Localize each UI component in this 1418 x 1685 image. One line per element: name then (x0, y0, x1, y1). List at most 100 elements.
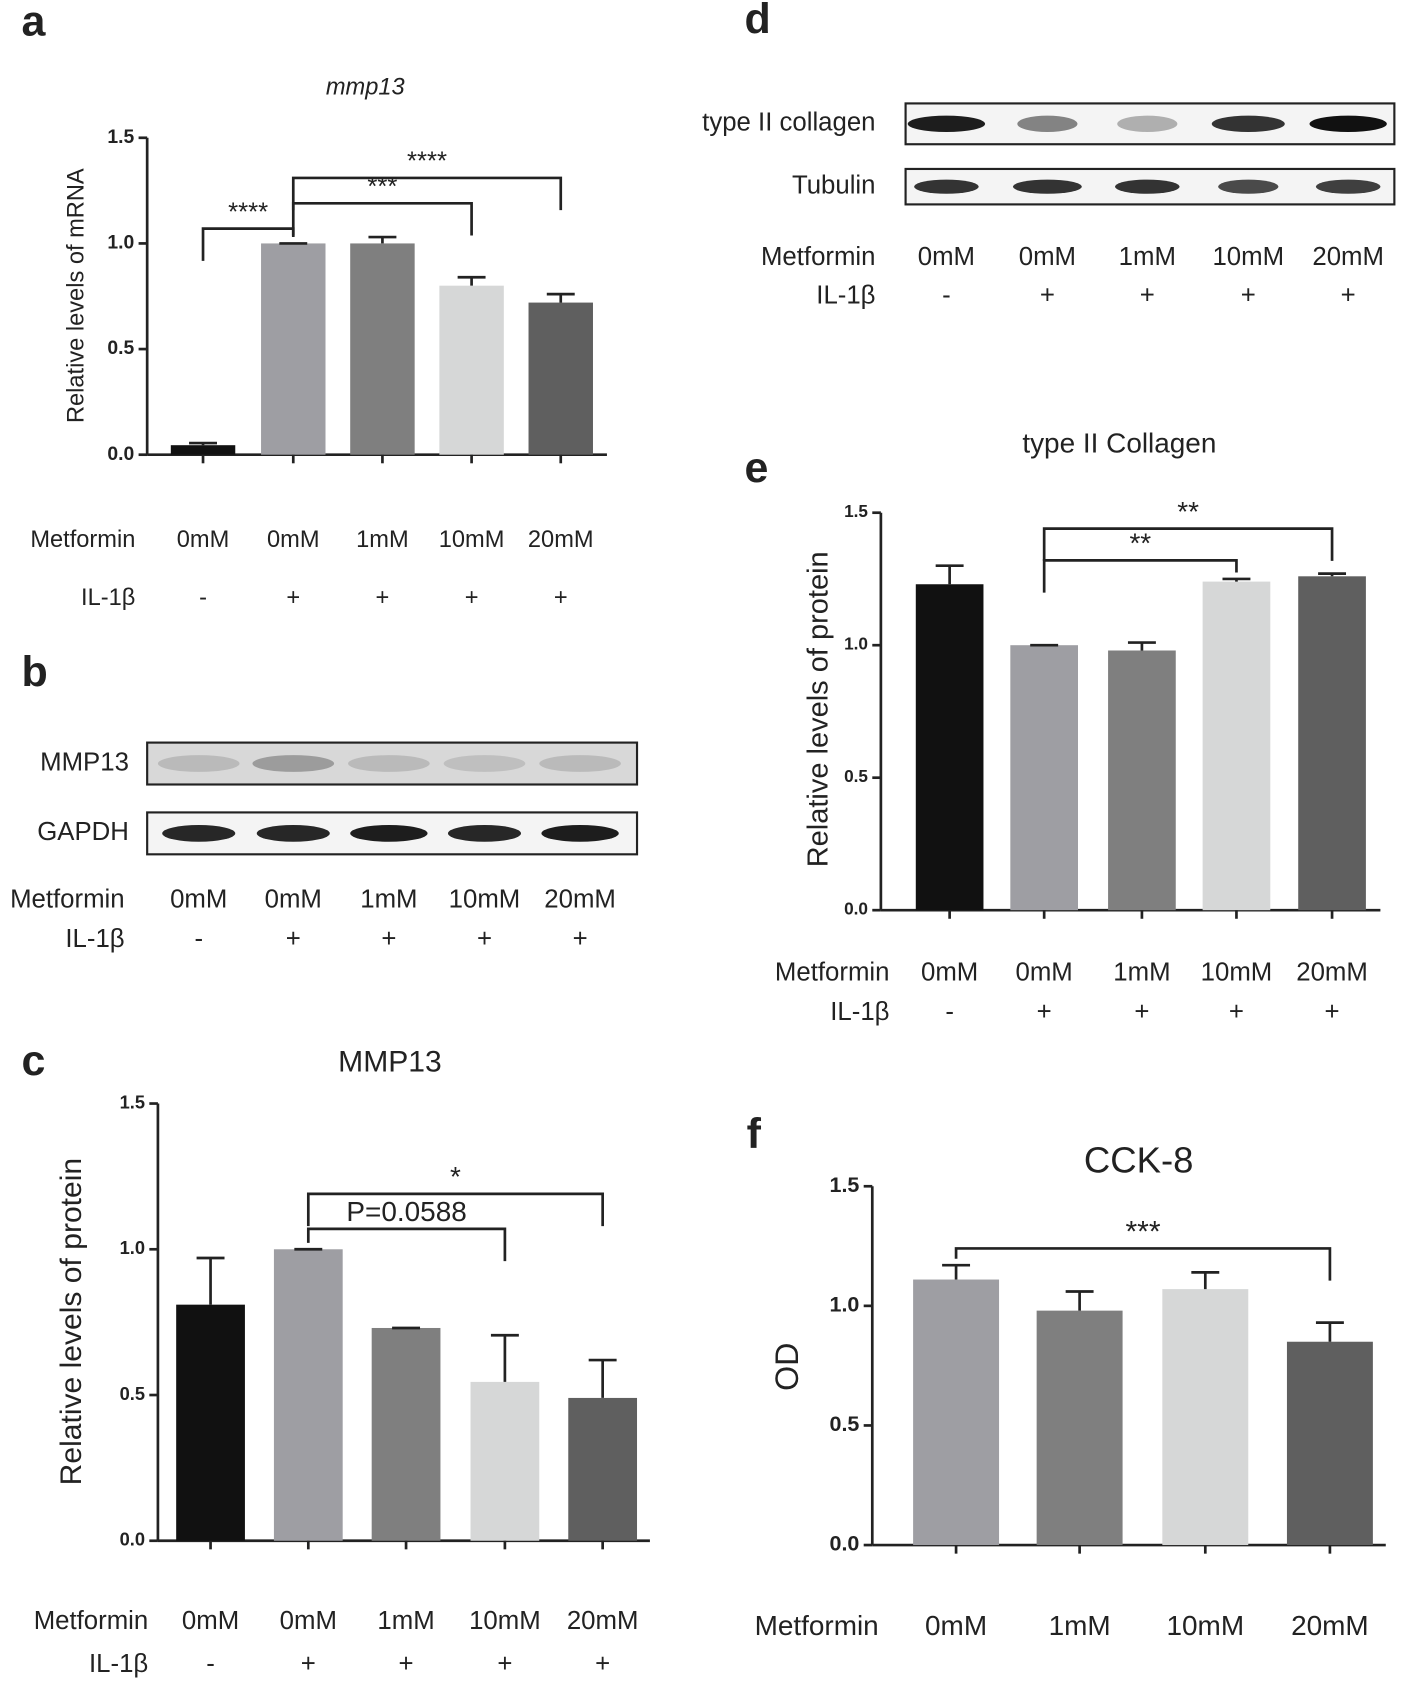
error-bar (935, 564, 964, 585)
row-label: IL-1β (89, 1650, 148, 1678)
error-bar (1315, 1321, 1344, 1342)
category-label: 0mM (280, 1607, 337, 1635)
bar (913, 1279, 1000, 1546)
metformin-label: 1mM (360, 885, 417, 913)
row-label: Metformin (10, 885, 125, 913)
blot-frame (146, 741, 639, 786)
y-axis-label: Relative levels of protein (802, 551, 834, 867)
y-tick-label: 1.0 (107, 233, 134, 254)
row-label: IL-1β (816, 282, 875, 310)
row-label: IL-1β (81, 585, 135, 611)
metformin-label: 1mM (1119, 243, 1176, 271)
blot-band (252, 755, 335, 772)
category-label: 0mM (1016, 958, 1073, 986)
blot-band (1013, 179, 1082, 194)
il1b-label: - (945, 998, 954, 1026)
panel-letter: e (744, 444, 768, 492)
chart-title: type II Collagen (1022, 427, 1216, 458)
category-label: 20mM (567, 1607, 639, 1635)
error-bar (1318, 572, 1347, 577)
row-label: Metformin (34, 1607, 149, 1635)
blot-band (447, 824, 522, 842)
y-axis-label: OD (769, 1343, 805, 1391)
bar (1202, 581, 1271, 911)
error-bar (588, 1358, 617, 1398)
blot-band (1117, 115, 1178, 132)
category-label: 20mM (1291, 1610, 1369, 1641)
y-axis-label: Relative levels of protein (55, 1158, 88, 1486)
y-tick-label: 1.5 (844, 501, 868, 521)
significance-label: **** (407, 148, 447, 176)
category-label: 10mM (1201, 958, 1273, 986)
panel-letter: a (21, 0, 46, 45)
category-label: 1mM (356, 527, 409, 553)
blot-band (914, 179, 979, 194)
blot-band (1315, 179, 1381, 194)
y-tick-label: 0.5 (120, 1383, 145, 1404)
row-label: Metformin (30, 527, 135, 553)
bar (371, 1327, 441, 1541)
error-bar (546, 292, 575, 303)
panel-letter: f (747, 1110, 762, 1158)
category-label: 1mM (377, 1607, 434, 1635)
significance-bracket (291, 201, 473, 236)
bar (915, 584, 984, 911)
metformin-label: 0mM (1019, 243, 1076, 271)
chart-title: mmp13 (326, 75, 405, 101)
metformin-label: 0mM (170, 885, 227, 913)
bar (273, 1249, 343, 1541)
y-tick-label: 0.0 (844, 899, 868, 919)
il1b-label: + (497, 1650, 512, 1678)
il1b-label: + (1140, 282, 1155, 310)
il1b-label: + (554, 585, 568, 611)
blot-band (1309, 115, 1387, 132)
blot-band (348, 755, 430, 772)
blot-row-label: MMP13 (40, 748, 129, 776)
error-bar (490, 1333, 519, 1382)
y-tick-label: 1.5 (120, 1091, 145, 1112)
error-bar (1191, 1271, 1220, 1290)
il1b-label: + (301, 1650, 316, 1678)
il1b-label: + (286, 925, 301, 953)
panel-letter: d (744, 0, 770, 43)
bar (568, 1397, 638, 1541)
chart-title: MMP13 (338, 1046, 442, 1079)
bar (1010, 645, 1079, 911)
il1b-label: - (206, 1650, 215, 1678)
y-tick-label: 0.0 (120, 1529, 145, 1550)
blot-band (256, 824, 330, 842)
blot-row-label: type II collagen (702, 109, 875, 137)
row-label: Metformin (755, 1610, 879, 1641)
il1b-label: + (1241, 282, 1256, 310)
category-label: 10mM (1167, 1610, 1245, 1641)
significance-bracket (954, 1247, 1332, 1281)
category-label: 1mM (1113, 958, 1170, 986)
row-label: IL-1β (65, 925, 124, 953)
y-tick-label: 0.0 (107, 444, 134, 465)
significance-bracket (306, 1227, 507, 1262)
category-label: 0mM (921, 958, 978, 986)
row-label: IL-1β (830, 998, 889, 1026)
error-bar (189, 441, 217, 446)
significance-bracket (291, 176, 563, 211)
blot-row-label: GAPDH (37, 818, 129, 846)
bar (350, 243, 415, 455)
y-tick-label: 0.5 (830, 1412, 860, 1436)
blot-band (443, 755, 526, 772)
il1b-label: + (376, 585, 390, 611)
significance-bracket (1042, 527, 1334, 561)
blot-band (157, 755, 240, 772)
il1b-label: + (573, 925, 588, 953)
blot-band (1211, 115, 1285, 132)
y-tick-label: 1.5 (830, 1173, 860, 1197)
y-axis-label: Relative levels of mRNA (64, 168, 90, 423)
blot-band (1115, 179, 1180, 194)
error-bar (368, 235, 397, 244)
significance-bracket (1042, 559, 1238, 593)
bar (1036, 1310, 1123, 1546)
metformin-label: 20mM (1312, 243, 1384, 271)
il1b-label: + (1040, 282, 1055, 310)
blot-band (1218, 179, 1279, 194)
il1b-label: - (199, 585, 207, 611)
